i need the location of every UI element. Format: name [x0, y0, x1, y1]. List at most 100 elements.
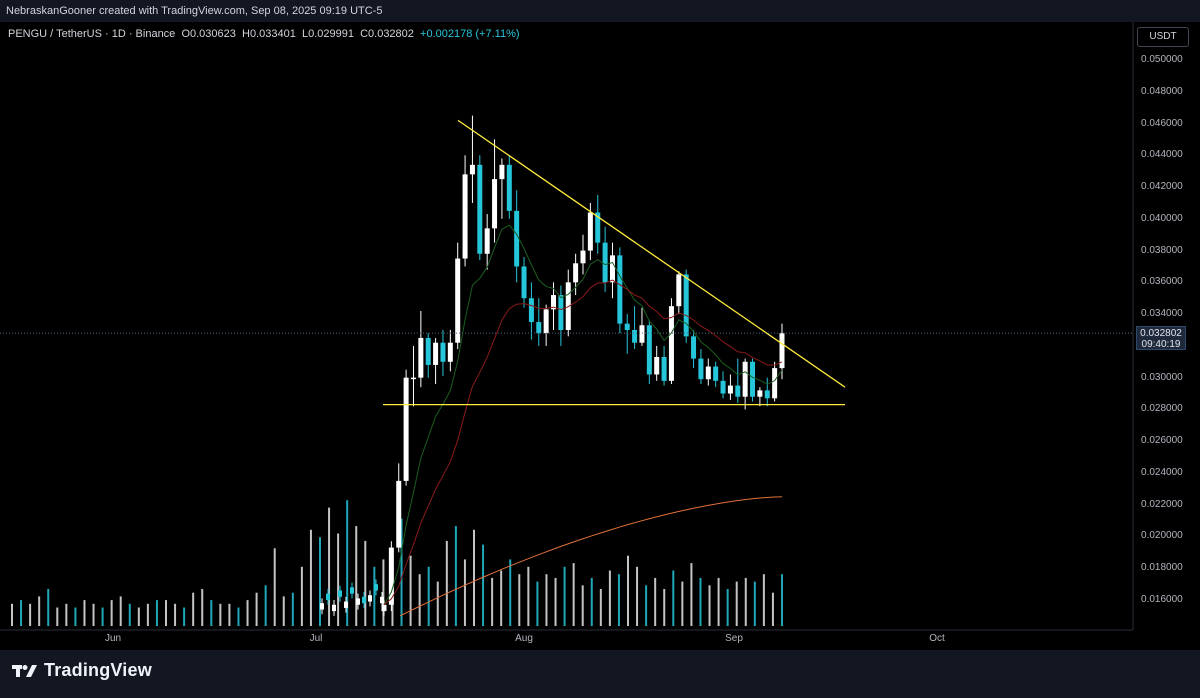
volume-bar	[427, 566, 430, 626]
price-axis[interactable]: 0.050000 0.048000 0.046000 0.044000 0.042000…	[1133, 22, 1200, 630]
volume-bar	[237, 607, 240, 626]
volume-bar	[282, 596, 285, 626]
attribution-text: NebraskanGooner created with TradingView…	[6, 5, 383, 17]
volume-bar	[201, 589, 204, 626]
volume-bar	[219, 603, 222, 626]
brand-name: TradingView	[44, 660, 152, 680]
candle-body	[499, 164, 505, 180]
volume-bar	[735, 581, 738, 626]
volume-bar	[92, 603, 95, 626]
candle-body	[338, 590, 342, 597]
candle-body	[698, 358, 704, 380]
price-tick-label: 0.038000	[1141, 244, 1183, 256]
volume-bar	[273, 548, 276, 626]
volume-bar	[101, 607, 104, 626]
candle-body	[720, 380, 726, 394]
volume-bar	[473, 529, 475, 626]
candle-body	[676, 274, 682, 307]
price-change: +0.002178 (+7.11%)	[420, 28, 520, 40]
price-tick-label: 0.036000	[1141, 276, 1183, 288]
tradingview-logo[interactable]: TradingView	[12, 660, 152, 681]
volume-bar	[463, 559, 466, 626]
candle-body	[661, 357, 667, 381]
volume-bar	[445, 540, 448, 626]
candle-body	[727, 385, 733, 394]
volume-bar	[146, 603, 149, 626]
ema-fast-line	[383, 224, 783, 606]
chart-pane[interactable]	[0, 22, 1200, 650]
volume-bar	[337, 533, 340, 626]
volume-bar	[563, 566, 566, 626]
tradingview-logo-icon	[12, 664, 37, 677]
volume-bar	[636, 566, 639, 626]
symbol-legend: PENGU / TetherUS · 1D · Binance O0.03062…	[8, 28, 520, 40]
ohlc-low: L0.029991	[301, 28, 354, 40]
currency-unit-button[interactable]: USDT	[1137, 27, 1189, 47]
candle-body	[772, 368, 778, 399]
descending-trendline	[457, 119, 846, 388]
candle-body	[362, 596, 366, 604]
volume-bar	[590, 577, 593, 626]
candle-body	[396, 480, 402, 548]
price-tick-label: 0.022000	[1141, 498, 1183, 510]
volume-bar	[119, 596, 122, 626]
candle-body	[380, 596, 384, 604]
candle-body	[403, 377, 409, 481]
volume-bar	[599, 589, 602, 626]
price-tick-label: 0.042000	[1141, 181, 1183, 193]
ohlc-close: C0.032802	[360, 28, 414, 40]
candle-body	[521, 266, 527, 299]
volume-bar	[663, 589, 666, 626]
volume-bar	[554, 577, 557, 626]
candle-body	[683, 274, 689, 337]
candle-body	[764, 390, 770, 399]
volume-bar	[645, 585, 648, 626]
volume-bar	[56, 607, 59, 626]
volume-bar	[518, 574, 521, 626]
volume-bar	[581, 585, 584, 626]
volume-bar	[681, 581, 684, 626]
footer-bar	[0, 650, 1200, 698]
candle-body	[440, 342, 446, 362]
price-tick-label: 0.046000	[1141, 117, 1183, 129]
volume-bar	[527, 566, 530, 626]
candle-body	[587, 212, 593, 251]
candle-body	[477, 164, 483, 254]
volume-bar	[183, 607, 186, 626]
volume-bar	[38, 596, 41, 626]
candle-body	[528, 298, 534, 323]
candle-body	[639, 325, 645, 343]
ema-slow-line	[399, 496, 783, 617]
volume-bar	[382, 559, 385, 626]
candle-body	[455, 258, 461, 343]
volume-bar	[744, 577, 747, 626]
candle-body	[332, 604, 336, 612]
candle-body	[551, 295, 557, 310]
price-chart[interactable]	[0, 0, 1200, 650]
price-tick-label: 0.034000	[1141, 308, 1183, 320]
volume-bar	[29, 603, 32, 626]
ohlc-high: H0.033401	[242, 28, 296, 40]
volume-bar	[155, 600, 158, 626]
candle-body	[668, 306, 674, 381]
ema-mid-line	[383, 279, 783, 606]
candle-body	[506, 164, 512, 211]
candle-body	[418, 337, 424, 378]
time-axis[interactable]: Jun Jul Aug Sep Oct	[0, 630, 1133, 650]
candle-body	[462, 174, 468, 259]
candle-body	[705, 366, 711, 380]
volume-bar	[328, 507, 331, 626]
candle-body	[368, 595, 372, 602]
volume-bar	[672, 570, 675, 626]
volume-bar	[165, 600, 167, 626]
volume-bar	[137, 607, 140, 626]
volume-bar	[482, 544, 485, 626]
candle-body	[646, 325, 652, 375]
symbol-name: PENGU / TetherUS · 1D · Binance	[8, 28, 176, 40]
volume-bar	[699, 577, 702, 626]
volume-bar	[20, 600, 23, 626]
candle-body	[514, 210, 520, 267]
volume-bar	[500, 570, 503, 626]
volume-bar	[717, 577, 720, 626]
candle-body	[573, 263, 579, 283]
